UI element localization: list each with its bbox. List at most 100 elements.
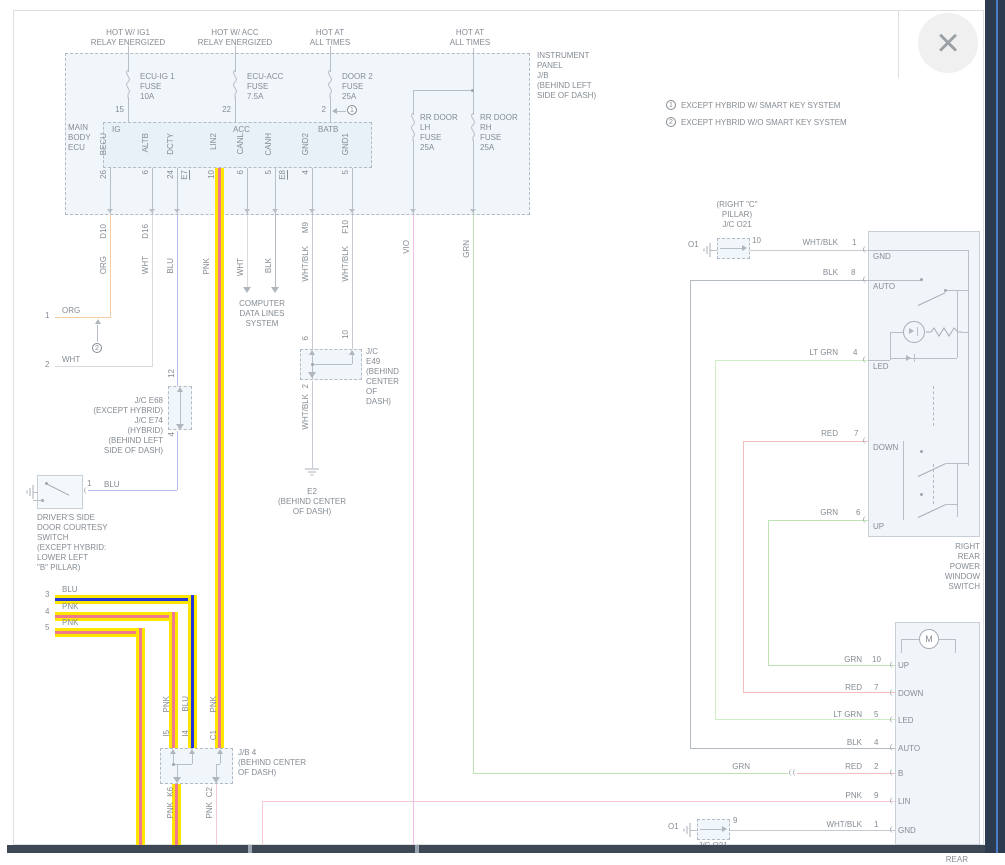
wire-blu-highlighted: [188, 595, 197, 748]
wire-blk: [690, 280, 691, 748]
motor-pin-wire: BLK: [846, 738, 862, 747]
rr-window-switch-label: RIGHT REAR POWER WINDOW SWITCH: [944, 542, 980, 591]
pin-bracket: [84, 487, 88, 494]
bottom-edge-divider: [248, 845, 252, 853]
pin-bracket: [863, 276, 867, 283]
ecu-section-batb: BATB: [318, 125, 339, 134]
wire-blu: [177, 215, 178, 386]
note-2-text: EXCEPT HYBRID W/O SMART KEY SYSTEM: [681, 118, 847, 127]
wire-org: [55, 317, 110, 318]
wire: [352, 168, 353, 215]
rail-hot-ig1: HOT W/ IG1 RELAY ENERGIZED: [90, 28, 166, 47]
diagram-frame: [13, 10, 984, 845]
wire-color-label: WHT/BLK: [301, 394, 310, 430]
jc-arrow-icon: [742, 245, 747, 251]
diode-icon: [906, 355, 911, 361]
motor-pin-wire: GRN: [844, 655, 862, 664]
wire-pnk-highlighted: [55, 628, 145, 637]
wire-color-label: WHT: [141, 256, 150, 275]
switch-internal: [962, 332, 968, 333]
switch-pin-num: 7: [854, 429, 859, 438]
wire-wht-can: [247, 215, 248, 287]
contact-dot: [920, 493, 923, 496]
ecu-pin-tag: E7: [180, 170, 189, 180]
jc-arrow-icon: [217, 749, 223, 754]
pin-bracket: [890, 661, 894, 668]
jc-internal-line: [173, 751, 174, 764]
jc-o21-top-label: (RIGHT "C" PILLAR) J/C O21: [716, 200, 758, 229]
diode-bar: [914, 354, 915, 362]
wire-blu: [177, 431, 178, 490]
main-body-ecu-box: [103, 122, 372, 168]
wire-tag: M9: [301, 222, 310, 234]
row-num: 5: [45, 623, 50, 632]
jc-arrow-icon: [173, 777, 181, 783]
jc-internal-line: [216, 764, 217, 783]
wire: [110, 168, 111, 215]
motor-pin-wire: PNK: [845, 791, 862, 800]
fuse-ecu-ig1-pin: 15: [115, 105, 124, 114]
wire-grn: [473, 773, 788, 774]
jc-arrow-icon: [308, 372, 316, 378]
pin-bracket: [890, 744, 894, 751]
jc-internal-line: [192, 751, 193, 764]
row-num: 2: [45, 360, 50, 369]
motor-pin-num: 5: [874, 710, 879, 719]
jc-internal-line: [312, 364, 352, 365]
switch-pin-num: 8: [851, 268, 856, 277]
jc-arrow-icon: [212, 777, 220, 783]
switch-pin-wire: BLK: [822, 268, 838, 277]
wire-pnk-highlighted: [55, 612, 178, 621]
junction-dot: [471, 89, 474, 92]
exit-arrow-icon: [107, 209, 113, 213]
wire-blk: [690, 748, 895, 749]
exit-arrow-icon: [470, 209, 476, 213]
note-2-symbol: 2: [666, 117, 676, 127]
ecu-pin-num: 6: [236, 170, 245, 175]
ecu-pin-num: 5: [341, 170, 350, 175]
jc-internal-line: [177, 764, 178, 783]
exit-arrow-icon: [149, 209, 155, 213]
wire-color-label: WHT/BLK: [341, 246, 350, 282]
jb4-pin: I5: [162, 730, 171, 737]
pin-bracket: [890, 826, 894, 833]
note-2-marker: 2: [92, 343, 102, 353]
wire-ltgrn: [715, 360, 868, 361]
wire-color-label: PNK: [162, 696, 171, 713]
wire: [152, 168, 153, 215]
ecu-section-ig: IG: [112, 125, 121, 134]
wire-color-label: WHT: [236, 258, 245, 277]
jc-arrow-icon: [309, 350, 315, 355]
row-wire-label: PNK: [62, 602, 79, 611]
computer-data-lines-label: COMPUTER DATA LINES SYSTEM: [239, 299, 285, 328]
wire-grn: [473, 215, 474, 773]
switch-internal: [890, 332, 903, 333]
fuse-icon: [233, 69, 237, 98]
motor-pin-wire-pre: GRN: [732, 762, 750, 771]
note-1-text: EXCEPT HYBRID W/ SMART KEY SYSTEM: [681, 101, 841, 110]
ecu-pin-name: DCTY: [166, 133, 175, 155]
led-diode-icon: [909, 328, 914, 334]
fuse-icon: [471, 112, 475, 141]
wire: [177, 168, 178, 215]
main-body-ecu-label: MAIN BODY ECU: [68, 123, 91, 152]
jc-arrow-icon: [189, 749, 195, 754]
pin-bracket: [890, 797, 894, 804]
jc-internal-line: [216, 764, 220, 765]
wire-whtblk: [352, 215, 353, 349]
contact-dot: [920, 278, 923, 281]
close-button[interactable]: ×: [918, 13, 978, 73]
motor-pin-num: 10: [872, 655, 881, 664]
fuse-ecu-acc-label: ECU-ACC FUSE 7.5A: [247, 72, 284, 101]
motor-lead: [939, 639, 956, 640]
motor-icon: M: [919, 629, 939, 649]
jc-e68-label: J/C E68 (EXCEPT HYBRID) J/C E74 (HYBRID)…: [93, 396, 163, 455]
wire-color-label: WHT/BLK: [301, 246, 310, 282]
switch-pin-num: 1: [852, 238, 857, 247]
switch-internal: [868, 280, 922, 281]
pin-bracket: [863, 437, 867, 444]
rr-window-switch-box: [868, 231, 980, 537]
wire-tag: D10: [99, 224, 108, 239]
wire-pnk-highlighted: [172, 784, 181, 845]
switch-internal: [890, 333, 891, 360]
